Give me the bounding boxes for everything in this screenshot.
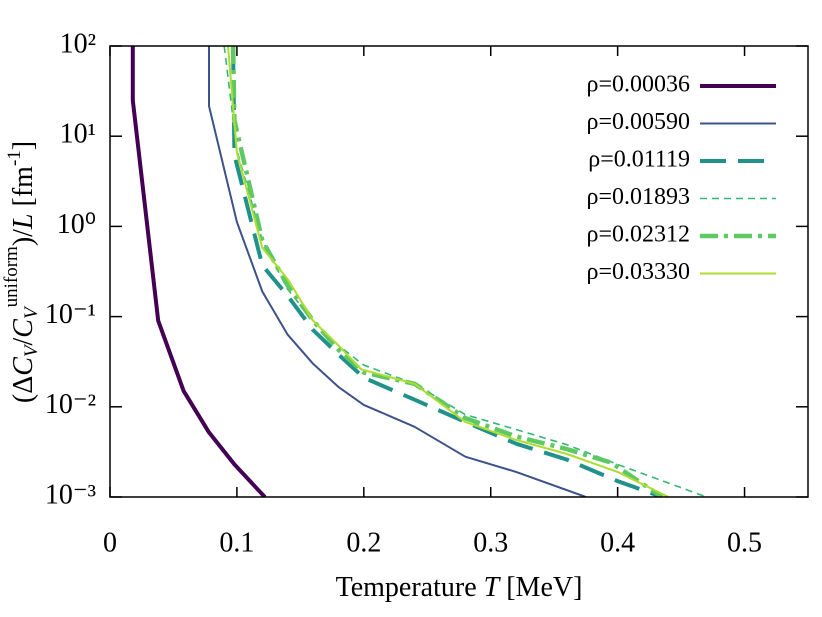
x-axis-label: Temperature T [MeV] — [336, 572, 583, 603]
data-line — [227, 46, 669, 497]
legend-label: ρ=0.00036 — [586, 72, 690, 98]
y-label-part: V — [21, 343, 42, 357]
y-label-part: ] — [8, 141, 39, 150]
x-label-part: T — [484, 572, 502, 603]
legend-label: ρ=0.02312 — [586, 222, 690, 248]
y-label-part: / — [8, 337, 39, 345]
x-label-part: [MeV] — [499, 572, 582, 603]
data-line — [231, 46, 663, 497]
y-label-part: C — [8, 357, 39, 376]
plot-lines — [130, 46, 707, 497]
y-tick-label: 10¹ — [60, 119, 96, 150]
y-label-part: C — [8, 319, 39, 338]
y-tick-label: 10⁻² — [45, 389, 96, 420]
y-tick-label: 10⁻³ — [45, 479, 96, 510]
legend-label: ρ=0.03330 — [586, 259, 690, 285]
y-tick-label: 10² — [60, 28, 96, 59]
x-tick-label: 0 — [103, 527, 117, 558]
x-tick-label: 0.5 — [727, 527, 762, 558]
y-label-part: [fm — [8, 166, 39, 214]
data-line — [130, 46, 267, 497]
plot-frame — [109, 45, 809, 498]
y-label-part: L — [8, 213, 39, 230]
y-label-part: -1 — [4, 150, 25, 166]
y-label-part: )/ — [8, 229, 39, 246]
legend-label: ρ=0.00590 — [586, 109, 690, 135]
x-tick-label: 0.2 — [346, 527, 381, 558]
y-label-part: V — [21, 305, 42, 319]
y-tick-label: 10⁻¹ — [45, 299, 96, 330]
y-label-part: uniform — [1, 246, 22, 307]
y-axis-label: (ΔCV/CVuniform)/L [fm-1] — [1, 141, 42, 403]
x-tick-label: 0.3 — [473, 527, 508, 558]
x-label-part: Temperature — [336, 572, 484, 603]
x-tick-label: 0.1 — [219, 527, 254, 558]
legend-label: ρ=0.01119 — [588, 147, 690, 173]
data-line — [230, 46, 664, 497]
y-label-part: (Δ — [8, 376, 39, 403]
data-line — [208, 46, 587, 497]
x-tick-label: 0.4 — [600, 527, 635, 558]
y-tick-label: 10⁰ — [57, 209, 96, 240]
legend-label: ρ=0.01893 — [586, 184, 690, 210]
